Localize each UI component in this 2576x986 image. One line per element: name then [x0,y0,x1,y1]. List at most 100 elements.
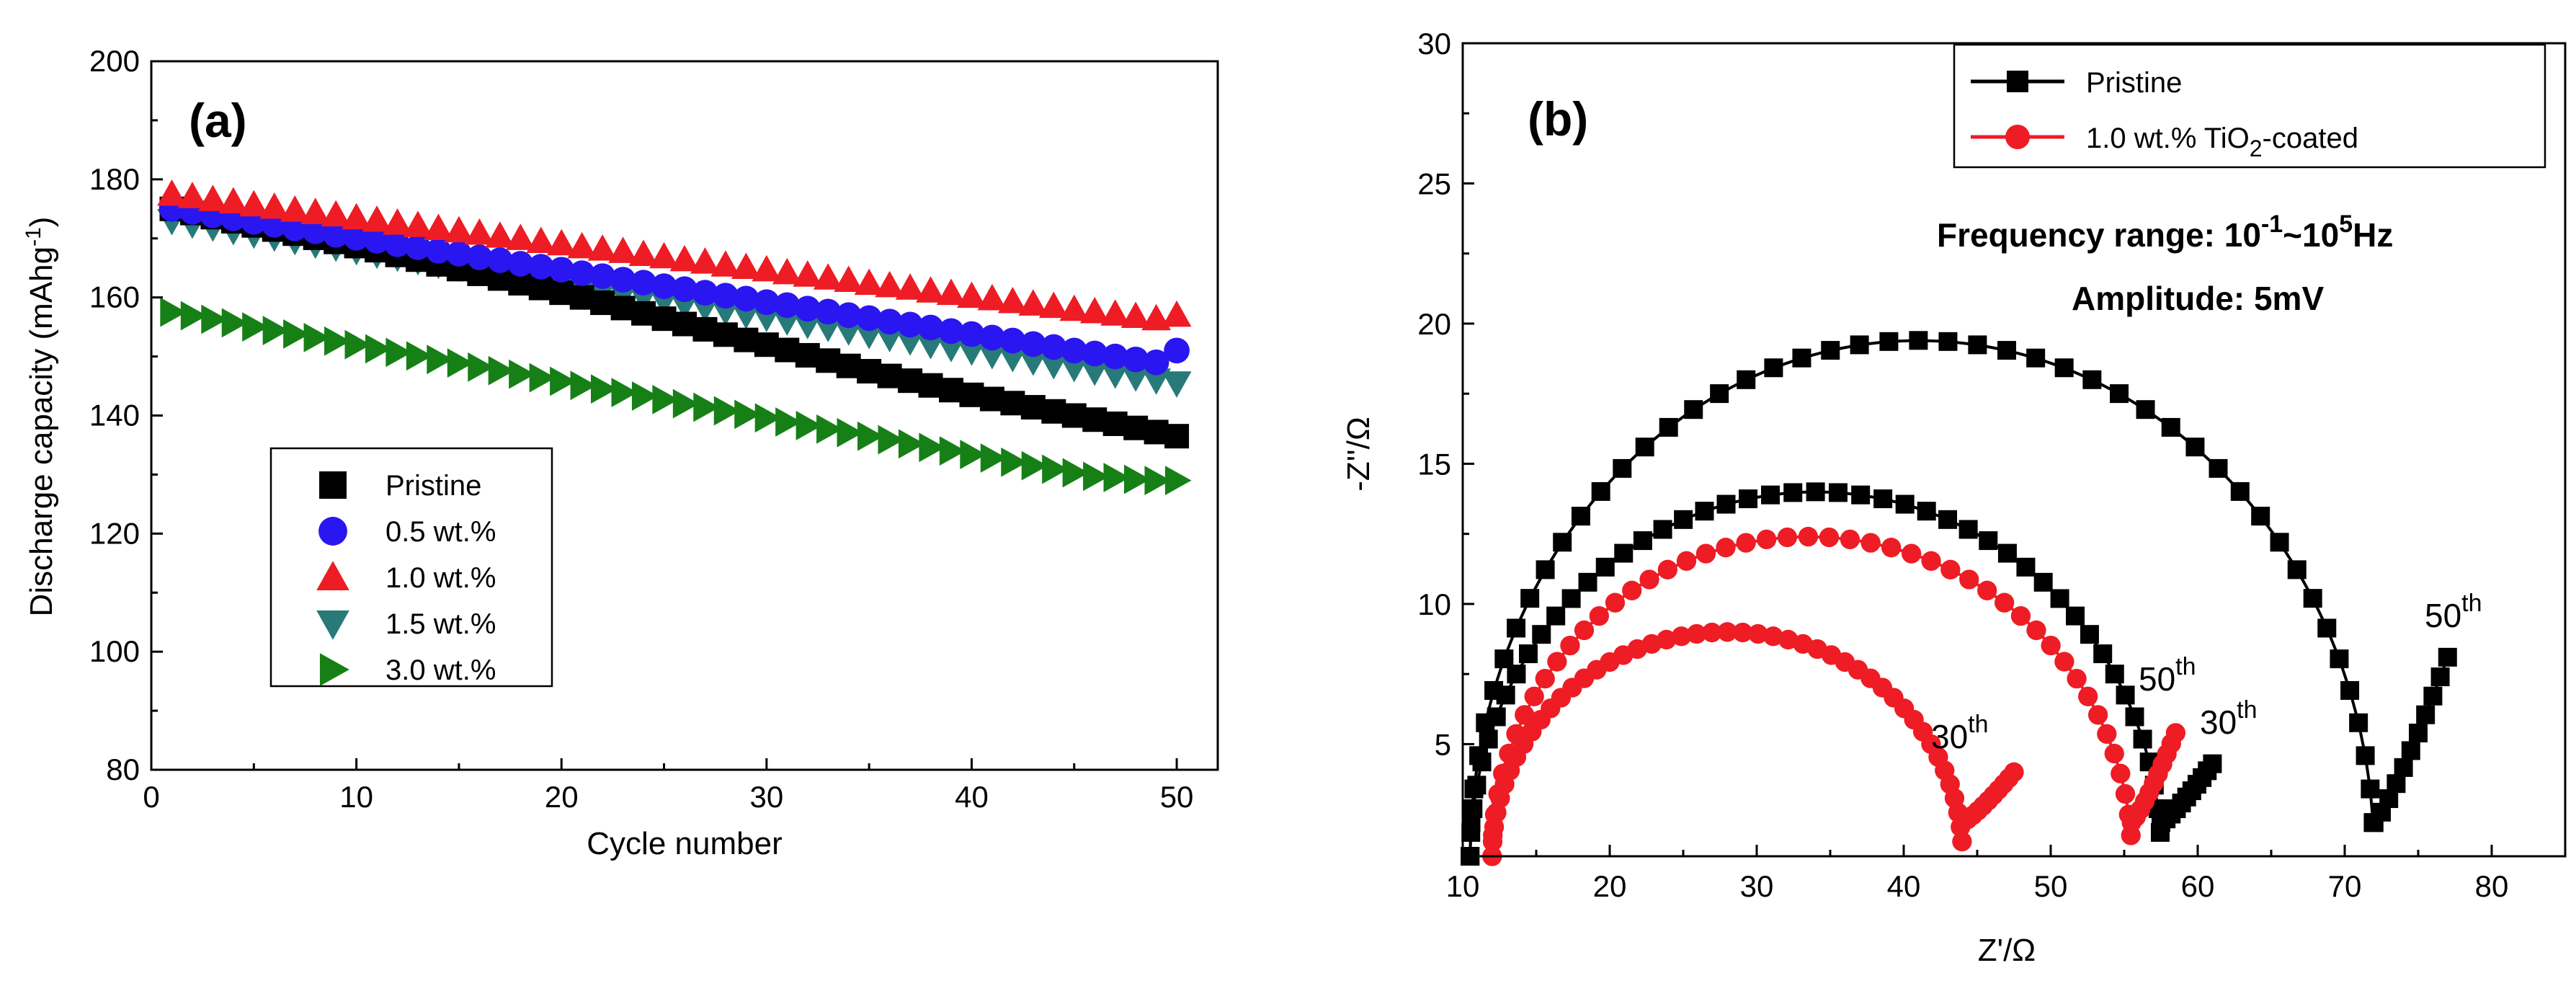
panel-a-label: (a) [189,94,247,147]
panel-a-legend-box [269,447,553,688]
panel-a-point-10wt [197,185,228,211]
panel-b-point-pristine-30th [1496,685,1515,705]
panel-a-point-05wt [876,308,903,335]
panel-b-point-10wttio2coated-30th [1657,629,1677,650]
panel-a-point-05wt [282,215,308,241]
panel-b-point-pristine-50th [2423,686,2443,706]
panel-a-point-pristine [1000,391,1025,416]
panel-a-point-10wt [731,252,761,280]
panel-a-point-10wt [362,205,392,232]
panel-b-point-pristine-50th [2054,358,2074,378]
panel-a-point-10wt [424,213,453,240]
panel-a-point-10wt [342,203,372,230]
panel-a-point-10wt [669,244,700,272]
panel-a-point-pristine [1061,403,1087,428]
panel-b-point-pristine-50th [2136,400,2155,419]
panel-a-point-05wt [897,311,923,338]
panel-b-point-pristine-30th [1487,707,1506,727]
panel-a-point-pristine [631,301,656,326]
panel-a-data-points [157,179,1192,496]
panel-b-point-pristine-50th [2409,724,2428,743]
panel-b-point-10wttio2coated-50th [2026,620,2046,641]
panel-a-point-30wt [529,363,556,393]
panel-b-point-pristine-50th [2330,649,2349,669]
panel-a-point-15wt [854,323,884,350]
panel-a-point-10wt [875,270,905,298]
panel-b-point-10wttio2coated-50th [1639,569,1659,590]
panel-b-point-pristine-50th [1938,332,1958,351]
panel-a-legend-marker-4 [319,653,349,686]
panel-b-point-pristine-30th [1472,752,1492,772]
panel-a-point-30wt [201,304,228,334]
panel-a-point-30wt [652,384,679,414]
panel-b-point-pristine-50th [2251,507,2270,526]
panel-a-point-30wt [816,414,843,444]
panel-a-point-05wt [1082,340,1108,367]
panel-a-point-30wt [693,392,720,422]
panel-b-point-pristine-50th [1850,335,1869,355]
panel-b-point-10wttio2coated-50th [1860,533,1881,553]
panel-b-point-10wttio2coated-50th [1547,652,1567,672]
panel-b-point-pristine-30th [2050,589,2069,608]
panel-a-legend-marker-2 [316,561,349,591]
panel-b-point-10wttio2coated-50th [1840,529,1860,550]
panel-b-point-10wttio2coated-30th [1702,622,1722,643]
panel-b-point-10wttio2coated-50th [1736,533,1756,553]
panel-b-point-pristine-50th [1968,335,1987,355]
panel-a-point-pristine [795,342,820,368]
panel-a-point-30wt [365,334,392,364]
panel-b-point-pristine-30th [1997,543,2017,563]
panel-a-point-30wt [1021,450,1048,481]
panel-a-point-30wt [303,322,331,352]
panel-a-point-15wt [1059,355,1089,383]
panel-a-point-10wt [526,226,556,253]
panel-b-point-pristine-50th [2209,458,2228,478]
panel-b-point-10wttio2coated-50th [2115,783,2136,804]
panel-a-point-pristine [775,337,800,363]
panel-b-point-10wttio2coated-50th [1777,527,1798,548]
legend-b-coated-subscript: 2 [2250,136,2263,161]
panel-a-point-10wt [239,190,269,217]
panel-a-point-pristine [651,306,677,332]
panel-a-point-10wt [259,192,290,219]
panel-a-point-05wt [1123,346,1149,373]
panel-a-point-10wt [936,278,966,306]
panel-a-point-05wt [1164,337,1190,364]
panel-a-point-15wt [1018,349,1048,376]
panel-b-point-10wttio2coated-50th [1798,526,1819,547]
panel-b-point-10wttio2coated-30th [1484,817,1505,838]
panel-a-point-pristine [1102,411,1128,436]
panel-a-point-05wt [938,318,964,345]
panel-a-point-10wt [218,187,249,214]
panel-a-y-tick-label: 200 [89,44,140,78]
freq-mid: ~10 [2283,216,2339,254]
panel-b-point-10wttio2coated-50th [1819,527,1840,548]
panel-b-point-pristine-30th [1633,531,1652,551]
panel-a-point-30wt [221,308,249,338]
panel-a-point-30wt [1124,464,1151,494]
panel-a-x-tick-label: 10 [339,780,373,814]
panel-a-y-tick-label: 180 [89,162,140,196]
panel-a-point-05wt [466,244,493,270]
panel-a-point-pristine [610,296,636,321]
annotation-red-30th-base: 30 [1931,718,1968,755]
panel-b-legend-box [1953,43,2546,169]
annotation-red-50th: 50th [2139,653,2196,698]
annotation-black-30th-base: 30 [2200,703,2237,741]
panel-b-point-pristine-30th [1716,494,1736,514]
panel-a-point-10wt [813,263,843,290]
panel-a-point-10wt [177,182,208,208]
panel-b-point-pristine-30th [1461,822,1481,842]
panel-a-point-30wt [242,312,269,342]
panel-b-point-10wttio2coated-30th [1952,831,1972,852]
panel-a-point-30wt [1164,466,1192,496]
panel-b-point-pristine-30th [2093,644,2113,664]
legend-b-coated-suffix: -coated [2263,123,2358,154]
panel-b-x-tick-label: 60 [2181,869,2215,903]
panel-b-point-pristine-50th [1879,332,1899,351]
panel-b-point-pristine-30th [1979,531,1998,551]
panel-b-point-pristine-50th [1659,417,1678,437]
panel-b-point-10wttio2coated-50th [2067,668,2087,689]
panel-a-point-pristine [979,386,1004,412]
